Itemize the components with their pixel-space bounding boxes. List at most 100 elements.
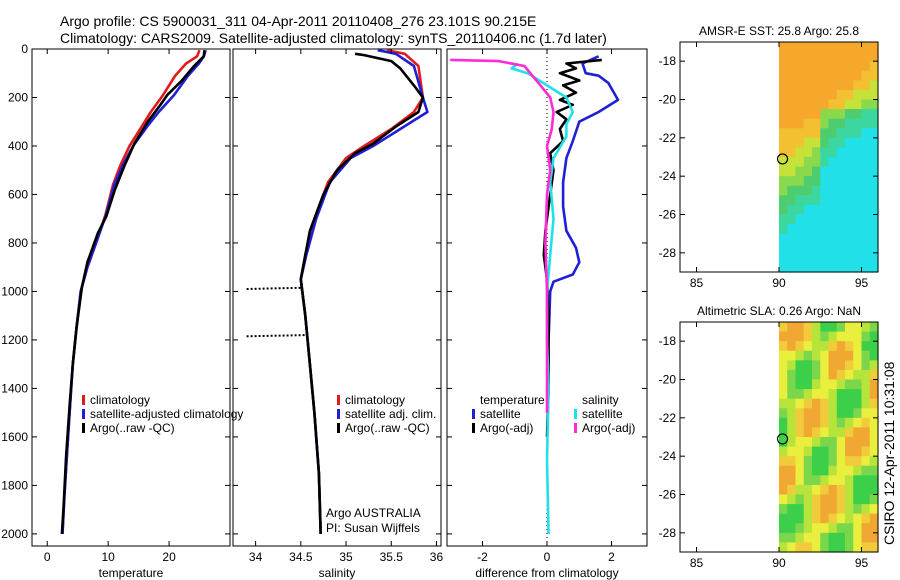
sla-heatmap-cell (828, 523, 838, 534)
salinity-legend-label: satellite adj. clim. (345, 407, 436, 421)
sla-heatmap-cell (820, 379, 830, 390)
sla-heatmap-cell (787, 523, 797, 534)
argo-credit-line2: PI: Susan Wijffels (326, 521, 420, 535)
sst-heatmap-cell (787, 224, 797, 235)
sst-heatmap-cell (787, 195, 797, 206)
sla-heatmap-cell (845, 417, 854, 429)
sst-heatmap-cell (861, 243, 871, 254)
sst-heatmap-cell (795, 99, 805, 110)
sla-heatmap-cell (779, 456, 788, 467)
sla-heatmap-cell (795, 427, 805, 438)
sst-heatmap-cell (828, 89, 838, 101)
sst-heatmap-cell (779, 118, 788, 129)
sla-heatmap-cell (812, 350, 821, 361)
sst-heatmap-cell (779, 70, 788, 81)
sla-heatmap-cell (803, 427, 813, 438)
sla-heatmap-cell (812, 437, 821, 448)
sla-heatmap-cell (820, 350, 830, 361)
sla-heatmap-cell (812, 389, 821, 400)
sla-heatmap-cell (795, 417, 805, 429)
sst-heatmap-cell (869, 89, 879, 101)
sla-heatmap-cell (845, 427, 854, 438)
temperature-ytick-label: 400 (8, 139, 28, 153)
sla-heatmap-cell (861, 350, 871, 361)
sst-heatmap-cell (820, 51, 830, 62)
temperature-legend-label: satellite-adjusted climatology (90, 407, 243, 421)
sst-heatmap-cell (779, 166, 788, 177)
sst-ytick-label: -28 (659, 246, 677, 260)
sst-heatmap-cell (845, 195, 854, 206)
sst-heatmap-cell (795, 80, 805, 91)
sst-heatmap-cell (853, 157, 863, 168)
sla-heatmap-cell (861, 494, 871, 505)
sla-heatmap-cell (853, 446, 863, 457)
sst-heatmap-cell (787, 128, 797, 139)
temperature-ytick-label: 600 (8, 187, 28, 201)
sla-heatmap-cell (836, 341, 846, 352)
sla-heatmap-cell (828, 513, 838, 524)
temperature-ytick-label: 1800 (1, 478, 28, 492)
sst-heatmap-cell (869, 147, 879, 158)
sla-heatmap-cell (828, 456, 838, 467)
sla-heatmap-cell (845, 523, 854, 534)
difference-series-line (450, 58, 555, 413)
sla-heatmap-cell (803, 369, 813, 381)
sla-heatmap-cell (836, 437, 846, 448)
sla-heatmap-cell (820, 475, 830, 486)
sla-heatmap-cell (845, 341, 854, 352)
sla-heatmap-cell (853, 456, 863, 467)
sla-ytick-label: -24 (659, 449, 677, 463)
salinity-series-line (246, 286, 301, 290)
sst-heatmap-cell (820, 157, 830, 168)
sla-heatmap-cell (828, 369, 838, 381)
sla-heatmap-cell (836, 494, 846, 505)
sla-heatmap-cell (853, 360, 863, 371)
sst-heatmap-cell (795, 147, 805, 158)
sst-heatmap-cell (795, 252, 805, 264)
sla-heatmap-cell (812, 417, 821, 429)
sla-heatmap-cell (836, 475, 846, 486)
sla-heatmap-cell (869, 484, 879, 496)
sst-heatmap-cell (820, 147, 830, 158)
sst-heatmap-cell (836, 185, 846, 196)
sla-heatmap-cell (779, 494, 788, 505)
sla-heatmap-cell (787, 427, 797, 438)
figure-title-line2: Climatology: CARS2009. Satellite-adjuste… (60, 30, 607, 46)
sla-heatmap-cell (861, 465, 871, 476)
sst-heatmap-cell (779, 157, 788, 168)
sla-heatmap-cell (861, 369, 871, 381)
sst-heatmap-cell (869, 195, 879, 206)
sla-heatmap-cell (836, 379, 846, 390)
sst-heatmap-cell (845, 224, 854, 235)
sla-heatmap-cell (812, 379, 821, 390)
sst-heatmap-cell (779, 243, 788, 254)
sst-heatmap-cell (853, 51, 863, 62)
sst-heatmap-cell (787, 70, 797, 81)
sst-heatmap-cell (861, 176, 871, 187)
sst-heatmap-cell (795, 89, 805, 101)
sst-heatmap-cell (869, 109, 879, 120)
sst-heatmap-cell (779, 147, 788, 158)
sst-heatmap-cell (803, 61, 813, 72)
sst-heatmap-cell (820, 252, 830, 264)
sla-heatmap-cell (861, 427, 871, 438)
sst-heatmap-cell (861, 214, 871, 225)
sla-heatmap-cell (853, 408, 863, 419)
sst-heatmap-cell (795, 118, 805, 129)
sst-heatmap-cell (869, 99, 879, 110)
sla-heatmap-cell (869, 360, 879, 371)
sla-heatmap-cell (836, 389, 846, 400)
sst-heatmap-cell (803, 166, 813, 177)
sla-heatmap-cell (853, 398, 863, 409)
sla-heatmap-cell (812, 369, 821, 381)
sla-heatmap-cell (795, 484, 805, 496)
sla-heatmap-cell (787, 331, 797, 342)
sla-heatmap-cell (869, 504, 879, 515)
sla-heatmap-cell (787, 446, 797, 457)
sst-heatmap-cell (787, 252, 797, 264)
sst-heatmap-cell (828, 262, 838, 273)
sst-heatmap-cell (845, 42, 854, 53)
temperature-legend-swatch (82, 423, 85, 433)
temperature-ytick-label: 200 (8, 90, 28, 104)
temperature-xtick-label: 20 (162, 550, 176, 564)
